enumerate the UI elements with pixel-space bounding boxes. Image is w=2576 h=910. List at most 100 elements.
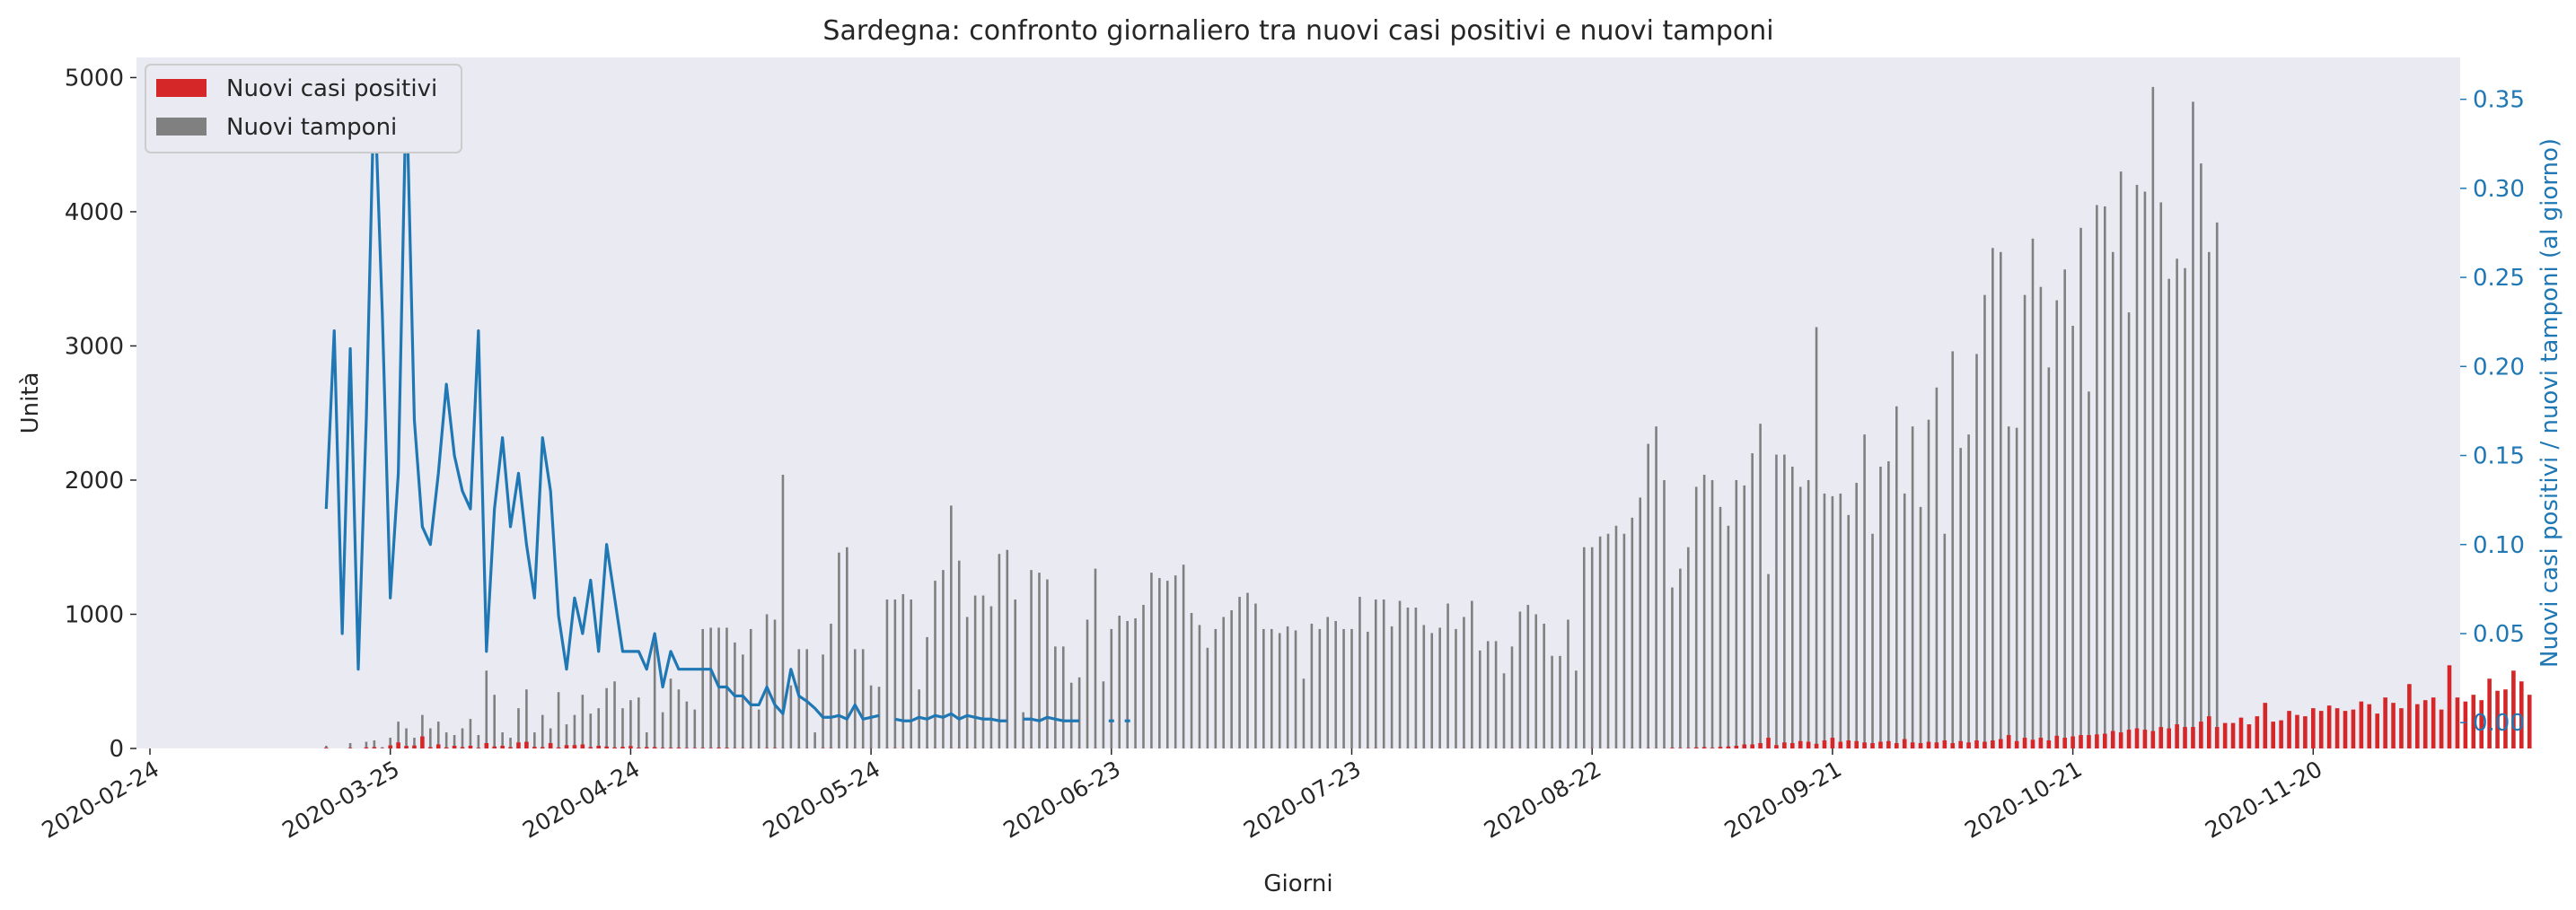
bar-tamponi <box>509 738 512 748</box>
bar-tamponi <box>1342 628 1345 748</box>
bar-tamponi <box>1406 608 1410 748</box>
bar-tamponi <box>1038 573 1041 748</box>
bar-tamponi <box>1694 486 1698 748</box>
ratio-line-segment <box>324 80 880 721</box>
bar-tamponi <box>822 654 824 748</box>
bar-positivi <box>2095 734 2099 748</box>
bar-tamponi <box>1246 592 1249 748</box>
bar-positivi <box>1734 746 1739 748</box>
legend-frame <box>145 64 462 153</box>
bar-tamponi <box>2079 227 2082 748</box>
bar-tamponi <box>813 732 816 748</box>
bar-tamponi <box>981 595 985 748</box>
bar-positivi <box>1894 743 1899 748</box>
bar-tamponi <box>1206 647 1209 748</box>
bar-tamponi <box>2184 267 2186 748</box>
bar-positivi <box>460 747 465 748</box>
bar-tamponi <box>1046 579 1049 748</box>
bar-tamponi <box>1302 678 1306 748</box>
bar-positivi <box>2439 709 2444 748</box>
bar-positivi <box>1701 747 1707 748</box>
bar-tamponi <box>1895 406 1898 748</box>
bar-positivi <box>2503 689 2508 748</box>
bar-tamponi <box>1622 533 1626 748</box>
bar-tamponi <box>1494 641 1498 748</box>
bar-positivi <box>2479 700 2484 748</box>
bar-tamponi <box>1069 682 1073 748</box>
bar-positivi <box>1902 739 1907 748</box>
bar-tamponi <box>846 547 848 748</box>
bar-tamponi <box>1478 650 1481 748</box>
bar-positivi <box>2126 730 2132 748</box>
bar-positivi <box>2375 713 2379 748</box>
bar-tamponi <box>1014 599 1017 748</box>
y2-tick-label: 0.00 <box>2473 710 2525 737</box>
bar-tamponi <box>1598 536 1602 748</box>
tamponi-bars <box>325 86 2219 749</box>
bar-tamponi <box>381 747 384 748</box>
bar-positivi <box>2271 722 2275 748</box>
bar-positivi <box>2167 728 2171 748</box>
bar-positivi <box>1726 746 1731 748</box>
bar-tamponi <box>436 722 440 748</box>
bar-tamponi <box>709 627 712 748</box>
y-axis-label: Unità <box>17 372 44 434</box>
bar-tamponi <box>1951 351 1955 748</box>
bar-tamponi <box>2215 222 2219 748</box>
bar-positivi <box>1870 743 1875 748</box>
bar-positivi <box>2463 701 2468 748</box>
bar-tamponi <box>645 732 648 748</box>
bar-tamponi <box>1567 619 1569 748</box>
bar-tamponi <box>918 689 920 748</box>
bar-positivi <box>2030 739 2035 748</box>
bar-tamponi <box>1679 568 1682 748</box>
legend-swatch-positivi <box>156 79 207 97</box>
bar-tamponi <box>1022 712 1024 748</box>
bar-tamponi <box>877 687 881 748</box>
bar-tamponi <box>2023 294 2027 748</box>
bar-tamponi <box>861 649 865 748</box>
bar-positivi <box>1950 743 1956 748</box>
bar-tamponi <box>950 505 953 748</box>
bar-positivi <box>532 747 537 748</box>
bar-positivi <box>1758 743 1763 748</box>
bar-tamponi <box>1783 454 1786 748</box>
bar-positivi <box>1878 741 1883 748</box>
bar-tamponi <box>493 695 496 748</box>
bar-tamponi <box>1326 617 1330 748</box>
bar-positivi <box>1806 741 1811 748</box>
bar-positivi <box>2311 708 2316 748</box>
bar-positivi <box>2222 722 2228 748</box>
bar-tamponi <box>2135 185 2139 749</box>
bar-tamponi <box>1614 525 1618 748</box>
bar-positivi <box>1958 740 1963 748</box>
bar-tamponi <box>1463 617 1465 748</box>
bar-tamponi <box>557 692 560 748</box>
bar-tamponi <box>365 741 368 748</box>
bar-tamponi <box>2176 258 2178 748</box>
y-tick-label: 4000 <box>65 199 124 226</box>
bar-tamponi <box>1887 461 1890 748</box>
bar-tamponi <box>789 685 793 748</box>
bar-tamponi <box>1743 485 1746 748</box>
bar-tamponi <box>405 728 408 748</box>
bar-tamponi <box>1486 641 1490 748</box>
bar-tamponi <box>1767 573 1770 748</box>
bar-tamponi <box>1855 482 1858 748</box>
bar-positivi <box>2150 731 2156 748</box>
bar-tamponi <box>1286 626 1289 748</box>
bar-positivi <box>2326 705 2332 748</box>
positivi-bars <box>324 665 2532 748</box>
bar-tamponi <box>693 709 697 748</box>
bar-positivi <box>2359 701 2364 748</box>
bar-positivi <box>2399 708 2404 748</box>
bar-tamponi <box>1158 578 1161 748</box>
bar-tamponi <box>1798 486 1802 748</box>
bar-tamponi <box>2007 426 2010 748</box>
bar-tamponi <box>1358 597 1361 748</box>
bar-positivi <box>2046 740 2052 748</box>
bar-positivi <box>2383 697 2387 748</box>
bar-tamponi <box>701 628 705 748</box>
bar-tamponi <box>573 714 576 748</box>
